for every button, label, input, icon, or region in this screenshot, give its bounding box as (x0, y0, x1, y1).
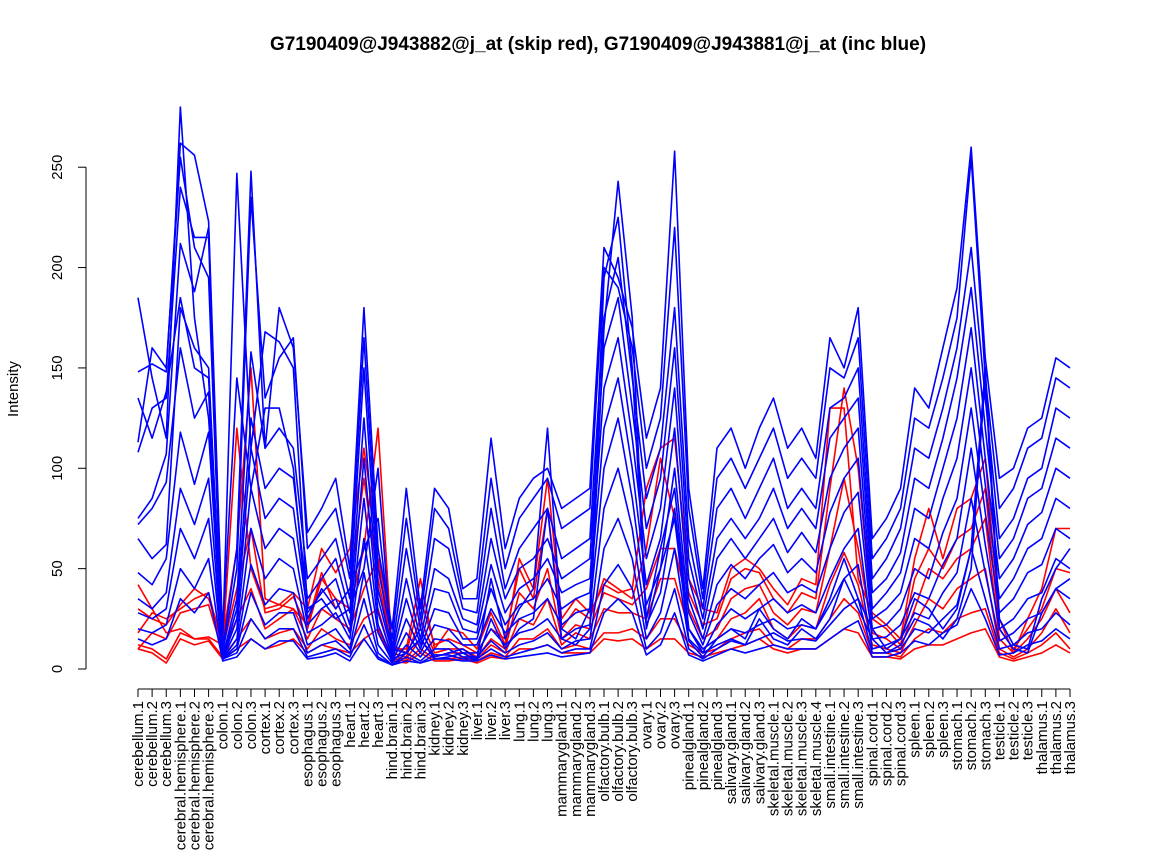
series-line-skip (137, 427, 1071, 658)
x-tick-label: spinal.cord.3 (893, 701, 910, 786)
series-line-inc (137, 497, 1071, 666)
y-tick-label: 100 (49, 456, 66, 481)
x-tick-label: hind.brain.2 (398, 701, 415, 779)
y-axis-label: Intensity (5, 361, 22, 417)
x-tick-label: spleen.1 (907, 701, 924, 758)
x-tick-label: heart.2 (356, 701, 373, 748)
x-tick-label: colon.3 (243, 701, 260, 749)
x-tick-label: skeletal.muscle.1 (765, 701, 782, 816)
x-tick-label: spinal.cord.2 (878, 701, 895, 786)
x-tick-label: small.intestine.3 (850, 701, 867, 809)
x-tick-label: cortex.2 (271, 701, 288, 754)
x-tick-label: stomach.1 (949, 701, 966, 770)
series-line-inc (137, 306, 1071, 660)
x-tick-label: heart.3 (370, 701, 387, 748)
x-tick-label: cerebellum.1 (130, 701, 147, 787)
chart-title: G7190409@J943882@j_at (skip red), G71904… (270, 34, 926, 55)
x-tick-label: cerebellum.2 (144, 701, 161, 787)
x-tick-label: pinealgland.1 (681, 701, 698, 790)
x-tick-label: hind.brain.3 (412, 701, 429, 779)
x-tick-label: olfactory.bulb.3 (624, 701, 641, 802)
x-tick-label: olfactory.bulb.2 (610, 701, 627, 802)
x-tick-label: spleen.3 (935, 701, 952, 758)
x-tick-label: thalamus.3 (1062, 701, 1079, 774)
x-tick-label: skeletal.muscle.4 (808, 701, 825, 816)
x-tick-label: liver.2 (483, 701, 500, 740)
x-tick-label: testicle.3 (1020, 701, 1037, 760)
series-line-inc (137, 156, 1071, 658)
x-tick-label: cerebral.hemisphere.1 (172, 701, 189, 850)
x-axis: cerebellum.1cerebellum.2cerebellum.3cere… (130, 688, 1079, 850)
x-tick-label: kidney.2 (441, 701, 458, 756)
x-tick-label: lung.2 (525, 701, 542, 742)
x-tick-label: thalamus.2 (1048, 701, 1065, 774)
x-tick-label: ovary.2 (652, 701, 669, 749)
series-line-inc (137, 407, 1071, 662)
x-tick-label: lung.1 (511, 701, 528, 742)
x-tick-label: kidney.1 (427, 701, 444, 756)
y-tick-label: 150 (49, 355, 66, 380)
y-tick-label: 200 (49, 255, 66, 280)
x-tick-label: spinal.cord.1 (864, 701, 881, 786)
x-tick-label: small.intestine.2 (836, 701, 853, 809)
x-tick-label: cortex.3 (285, 701, 302, 754)
x-tick-label: hind.brain.1 (384, 701, 401, 779)
series-line-inc (137, 347, 1071, 660)
series-line-inc (137, 156, 1071, 654)
x-tick-label: heart.1 (342, 701, 359, 748)
x-tick-label: stomach.3 (977, 701, 994, 770)
x-tick-label: mammarygland.1 (554, 701, 571, 817)
series-line-skip (137, 551, 1071, 660)
y-tick-label: 0 (49, 665, 66, 673)
x-tick-label: colon.2 (229, 701, 246, 749)
x-tick-label: ovary.1 (638, 701, 655, 749)
x-tick-label: salivary.gland.2 (737, 701, 754, 804)
series-line-inc (137, 186, 1071, 660)
x-tick-label: stomach.2 (963, 701, 980, 770)
x-tick-label: esophagus.2 (314, 701, 331, 787)
x-tick-label: small.intestine.1 (822, 701, 839, 809)
x-tick-label: ovary.3 (667, 701, 684, 749)
x-tick-label: colon.1 (215, 701, 232, 749)
y-tick-label: 250 (49, 155, 66, 180)
x-tick-label: kidney.3 (455, 701, 472, 756)
x-tick-label: cerebral.hemisphere.2 (186, 701, 203, 850)
x-tick-label: thalamus.1 (1034, 701, 1051, 774)
x-tick-label: lung.3 (540, 701, 557, 742)
x-tick-label: esophagus.1 (299, 701, 316, 787)
x-tick-label: olfactory.bulb.1 (596, 701, 613, 802)
y-tick-label: 50 (49, 560, 66, 577)
x-tick-label: cortex.1 (257, 701, 274, 754)
x-tick-label: spleen.2 (921, 701, 938, 758)
x-tick-label: cerebral.hemisphere.3 (201, 701, 218, 850)
x-tick-label: liver.1 (469, 701, 486, 740)
x-tick-label: mammarygland.3 (582, 701, 599, 817)
x-tick-label: salivary.gland.1 (723, 701, 740, 804)
x-tick-label: esophagus.3 (328, 701, 345, 787)
series-line-inc (137, 447, 1071, 664)
x-tick-label: skeletal.muscle.2 (780, 701, 797, 816)
series-line-inc (137, 547, 1071, 666)
x-tick-label: pinealgland.2 (695, 701, 712, 790)
x-tick-label: cerebellum.3 (158, 701, 175, 787)
plot-series (137, 106, 1071, 666)
x-tick-label: mammarygland.2 (568, 701, 585, 817)
series-line-skip (137, 628, 1071, 664)
x-tick-label: skeletal.muscle.3 (794, 701, 811, 816)
x-tick-label: testicle.1 (991, 701, 1008, 760)
x-tick-label: salivary.gland.3 (751, 701, 768, 804)
x-tick-label: liver.3 (497, 701, 514, 740)
x-tick-label: pinealgland.3 (709, 701, 726, 790)
series-line-inc (137, 587, 1071, 666)
x-tick-label: testicle.2 (1006, 701, 1023, 760)
y-axis: 0 50 100 150 200 250 (49, 155, 87, 673)
